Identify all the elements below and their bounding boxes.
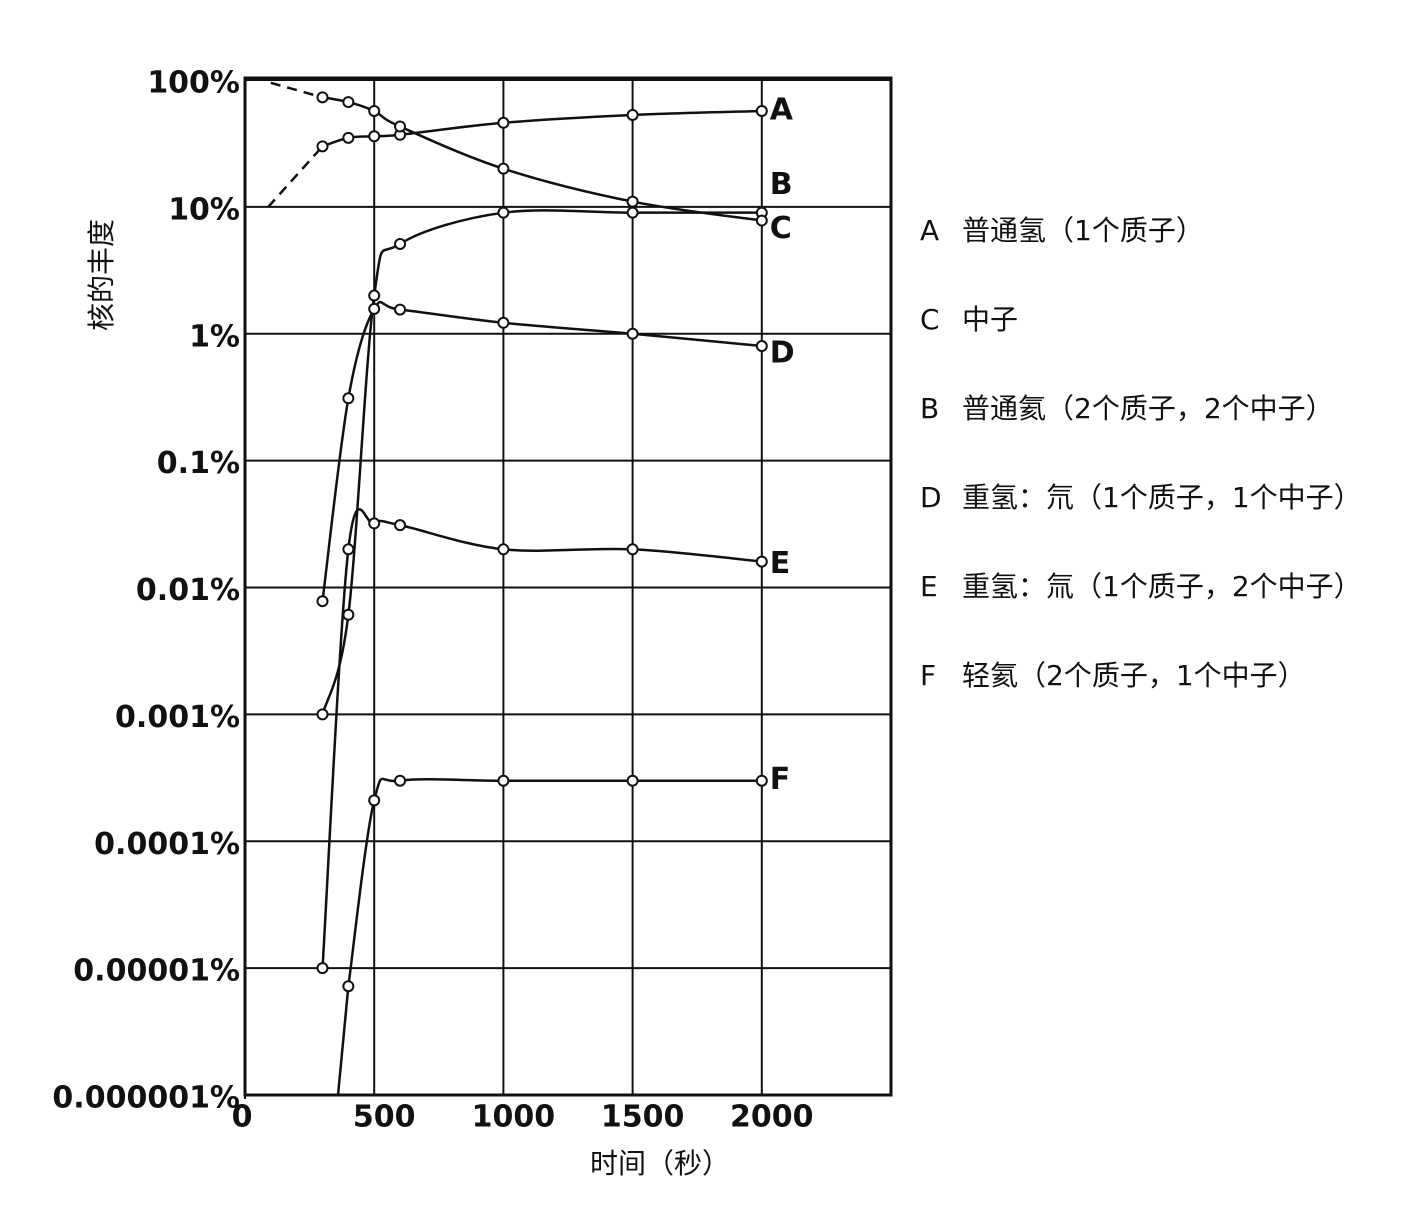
legend-label: 重氢：氚（1个质子，2个中子） [962,570,1362,603]
point-marker [755,214,768,227]
point-marker [755,104,768,117]
point-marker [368,794,381,807]
point-marker [342,980,355,993]
series-line [321,209,762,715]
series-label: B [770,167,793,202]
point-marker [626,195,639,208]
y-tick-label: 100% [147,66,240,101]
series-label: E [770,546,791,581]
series-line [322,96,762,222]
point-marker [368,517,381,530]
legend-key: C [920,303,940,336]
point-marker [755,340,768,353]
point-marker [394,519,407,532]
series-label: A [770,92,794,127]
point-marker [394,303,407,316]
legend-label: 重氢：氘（1个质子，1个中子） [962,481,1362,514]
point-marker [497,206,510,219]
point-marker [497,162,510,175]
point-marker [626,327,639,340]
y-tick-label: 10% [168,192,240,227]
lead-in-line [270,81,323,99]
series-label: D [770,336,795,371]
legend-label: 中子 [962,303,1018,336]
point-marker [626,774,639,787]
point-marker [368,104,381,117]
point-marker [626,543,639,556]
x-tick-label: 1500 [601,1100,685,1135]
point-marker [342,131,355,144]
plot-frame [243,76,893,1097]
legend-key: E [920,570,938,603]
point-marker [497,116,510,129]
y-tick-label: 0.001% [115,700,240,735]
y-tick-label: 0.0001% [94,827,240,862]
y-tick-label: 1% [189,319,240,354]
y-tick-label: 0.00001% [73,954,240,989]
x-tick-label: 1000 [472,1100,556,1135]
legend-key: D [920,481,942,514]
y-tick-label: 0.01% [136,573,240,608]
y-axis-title: 核的丰度 [85,219,118,331]
point-marker [316,91,329,104]
point-marker [626,206,639,219]
point-marker [342,96,355,109]
point-marker [497,543,510,556]
point-marker [316,962,329,975]
point-marker [342,608,355,621]
point-marker [316,708,329,721]
point-marker [394,774,407,787]
series-line [321,508,762,969]
point-marker [368,289,381,302]
legend-key: F [920,659,936,692]
point-marker [755,555,768,568]
point-marker [342,543,355,556]
point-marker [497,774,510,787]
lead-in-line [336,986,350,1096]
point-marker [316,595,329,608]
x-tick-label: 500 [353,1100,416,1135]
legend-key: B [920,392,939,425]
point-marker [394,237,407,250]
series-line [322,109,762,148]
x-axis-title: 时间（秒） [590,1147,730,1180]
point-marker [368,130,381,143]
legend-key: A [920,214,939,247]
x-tick-label: 2000 [730,1100,814,1135]
point-marker [626,108,639,121]
legend-label: 普通氦（2个质子，2个中子） [962,392,1334,425]
series-label: C [770,211,792,246]
point-marker [342,392,355,405]
lead-in-line [267,145,324,208]
x-tick-label: 0 [232,1100,253,1135]
legend-label: 轻氦（2个质子，1个中子） [962,659,1306,692]
y-tick-label: 0.000001% [52,1081,240,1116]
series-label: F [770,762,791,797]
point-marker [316,140,329,153]
legend-label: 普通氢（1个质子） [962,214,1204,247]
series-line [321,300,762,602]
y-tick-label: 0.1% [157,446,240,481]
point-marker [368,302,381,315]
point-marker [394,120,407,133]
point-marker [497,316,510,329]
point-marker [755,774,768,787]
series-line [347,777,762,987]
